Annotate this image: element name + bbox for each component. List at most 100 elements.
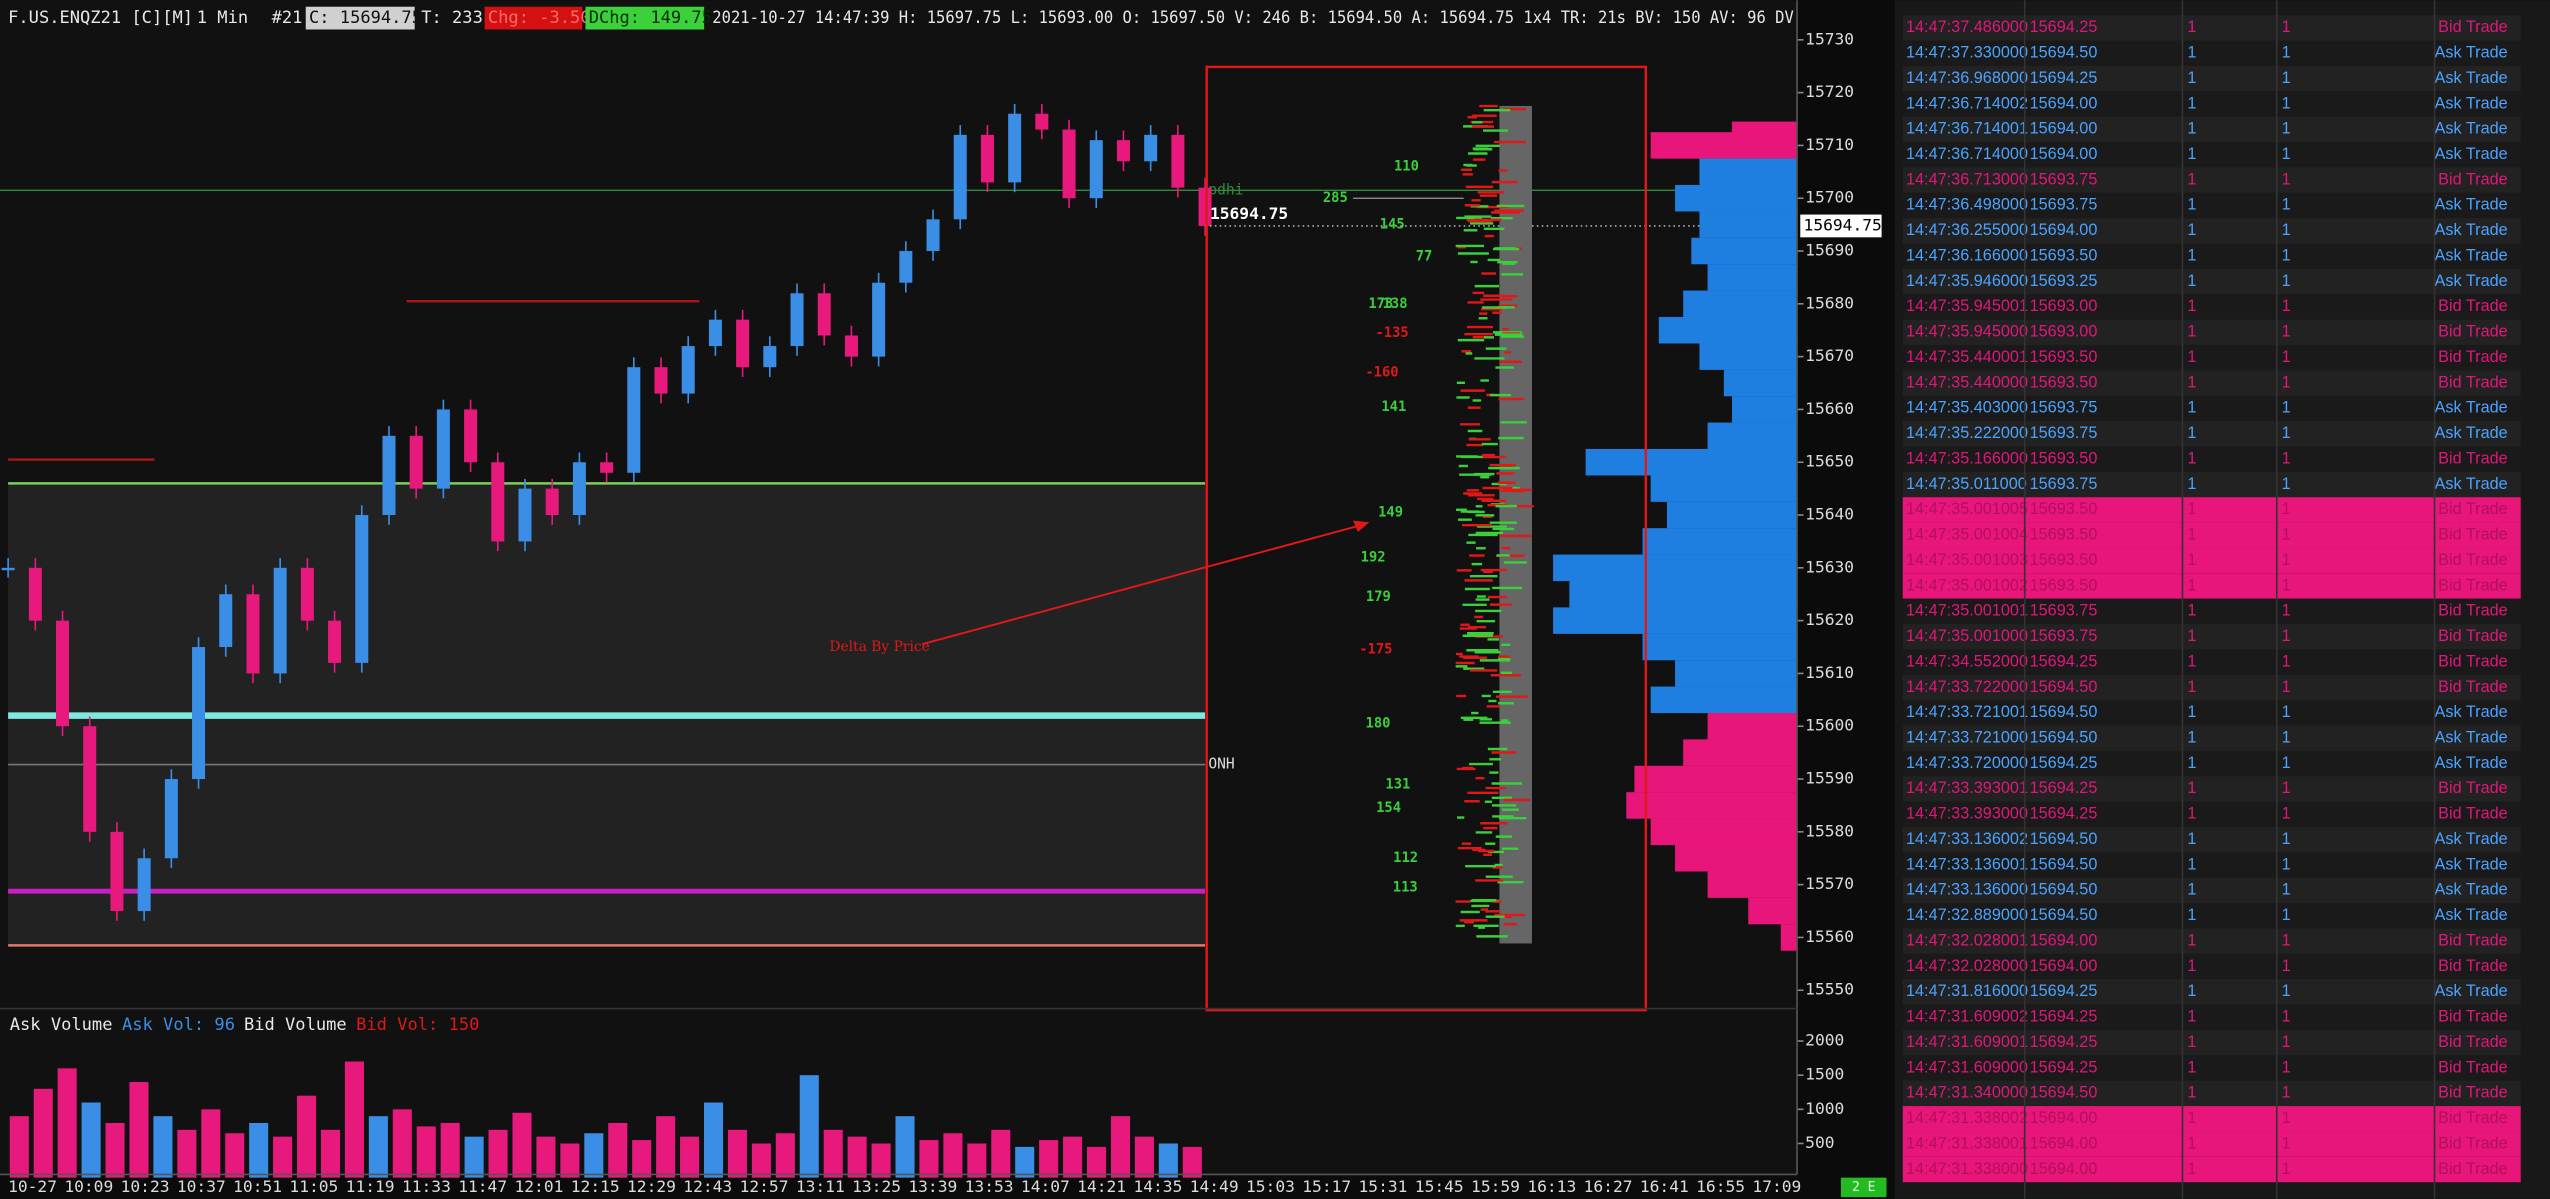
tape-size: 1 [2187, 779, 2196, 797]
tape-time: 14:47:32.028000 [1906, 957, 2028, 975]
tape-count: 1 [2282, 652, 2291, 670]
profile-bar [1683, 290, 1798, 318]
profile-bar [1642, 633, 1798, 661]
profile-bar [1707, 422, 1798, 450]
volume-bar [368, 1116, 388, 1178]
candle [953, 134, 967, 220]
tape-count: 1 [2282, 1008, 2291, 1026]
tape-side: Bid Trade [2438, 931, 2508, 949]
tape-time: 14:47:36.714001 [1906, 120, 2028, 138]
row-bg [1902, 192, 2521, 219]
tape-time: 14:47:35.011000 [1906, 475, 2027, 493]
tape-size: 1 [2187, 906, 2196, 924]
delta-label: -135 [1375, 325, 1408, 341]
level-label: ONH [1208, 756, 1234, 773]
tape-size: 1 [2187, 246, 2196, 264]
tape-price: 15694.25 [2030, 18, 2098, 36]
tape-size: 1 [2187, 703, 2196, 721]
candle [872, 282, 886, 357]
tape-time: 14:47:36.714002 [1906, 94, 2028, 112]
candle [382, 435, 396, 516]
volume-bar [177, 1129, 197, 1178]
tape-side: Bid Trade [2438, 1008, 2508, 1026]
row-bg [1902, 725, 2521, 751]
delta-label: 145 [1380, 217, 1405, 233]
x-tick-label: 13:53 [965, 1177, 1014, 1196]
tape-count: 1 [2282, 424, 2291, 442]
x-tick-label: 14:35 [1133, 1177, 1182, 1196]
tape-side: Ask Trade [2435, 729, 2508, 747]
highlight-row [1902, 1156, 2521, 1183]
y-tick-label: 15550 [1805, 980, 1854, 999]
candle [137, 858, 151, 912]
y-tick-label: 15670 [1805, 346, 1854, 365]
candle [1062, 129, 1076, 199]
tape-time: 14:47:33.721000 [1906, 729, 2028, 747]
tape-price: 15693.75 [2030, 399, 2098, 417]
tape-count: 1 [2282, 221, 2291, 239]
candle [83, 726, 97, 832]
tape-price: 15693.75 [2030, 475, 2098, 493]
tape-price: 15694.50 [2030, 678, 2098, 696]
tape-size: 1 [2187, 196, 2196, 214]
delta-label: 180 [1366, 716, 1391, 732]
tape-time: 14:47:33.136000 [1906, 881, 2028, 899]
x-tick-label: 12:01 [514, 1177, 563, 1196]
tape-side: Bid Trade [2438, 551, 2508, 569]
tape-size: 1 [2187, 18, 2196, 36]
tape-count: 1 [2282, 703, 2291, 721]
x-tick-label: 12:15 [571, 1177, 620, 1196]
tape-price: 15694.50 [2030, 906, 2098, 924]
tape-side: Bid Trade [2438, 348, 2508, 366]
row-bg [1902, 65, 2521, 92]
tape-count: 1 [2282, 246, 2291, 264]
x-tick-label: 16:13 [1527, 1177, 1576, 1196]
tape-count: 1 [2282, 881, 2291, 899]
tape-side: Bid Trade [2438, 576, 2508, 594]
tape-side: Bid Trade [2438, 1109, 2508, 1127]
tape-count: 1 [2282, 576, 2291, 594]
candle [980, 134, 994, 183]
x-tick-label: 13:39 [908, 1177, 957, 1196]
row-bg [1902, 319, 2521, 345]
volume-bar [775, 1133, 795, 1178]
candle [572, 462, 586, 516]
profile-bar [1642, 528, 1798, 555]
x-tick-label: 11:05 [289, 1177, 338, 1196]
day-change: DChg: 149.75 [589, 8, 712, 28]
tape-side: Ask Trade [2435, 44, 2508, 62]
tape-size: 1 [2187, 145, 2196, 163]
tape-time: 14:47:35.403000 [1906, 399, 2028, 417]
profile-bar [1666, 501, 1798, 529]
tape-price: 15694.00 [2030, 957, 2098, 975]
tape-side: Ask Trade [2435, 855, 2508, 873]
tape-size: 1 [2187, 576, 2196, 594]
tape-side: Bid Trade [2438, 18, 2508, 36]
profile-bar [1650, 686, 1798, 714]
candle [1089, 140, 1103, 199]
tape-time: 14:47:36.498000 [1906, 196, 2028, 214]
tape-time: 14:47:35.001000 [1906, 627, 2028, 645]
tape-price: 15694.50 [2030, 1084, 2098, 1102]
tape-side: Bid Trade [2438, 602, 2508, 620]
x-tick-label: 12:57 [740, 1177, 789, 1196]
row-bg [1902, 167, 2521, 193]
highlight-row [1902, 1106, 2521, 1132]
y-tick-label: 15660 [1805, 399, 1854, 418]
y-tick-label: 15690 [1805, 241, 1854, 260]
tape-price: 15694.50 [2030, 855, 2098, 873]
tape-time: 14:47:35.440000 [1906, 373, 2028, 391]
tape-count: 1 [2282, 906, 2291, 924]
tape-side: Bid Trade [2438, 297, 2508, 315]
tape-side: Bid Trade [2438, 779, 2508, 797]
tape-time: 14:47:31.340000 [1906, 1084, 2028, 1102]
bar-number: #21 [272, 8, 303, 28]
row-bg [1902, 928, 2521, 954]
volume-bar [871, 1143, 891, 1178]
candle [246, 594, 260, 674]
tape-time: 14:47:35.440001 [1906, 348, 2028, 366]
tape-price: 15693.50 [2030, 576, 2098, 594]
x-tick-label: 16:41 [1640, 1177, 1689, 1196]
tape-time: 14:47:35.001004 [1906, 526, 2028, 544]
row-bg [1902, 649, 2521, 675]
